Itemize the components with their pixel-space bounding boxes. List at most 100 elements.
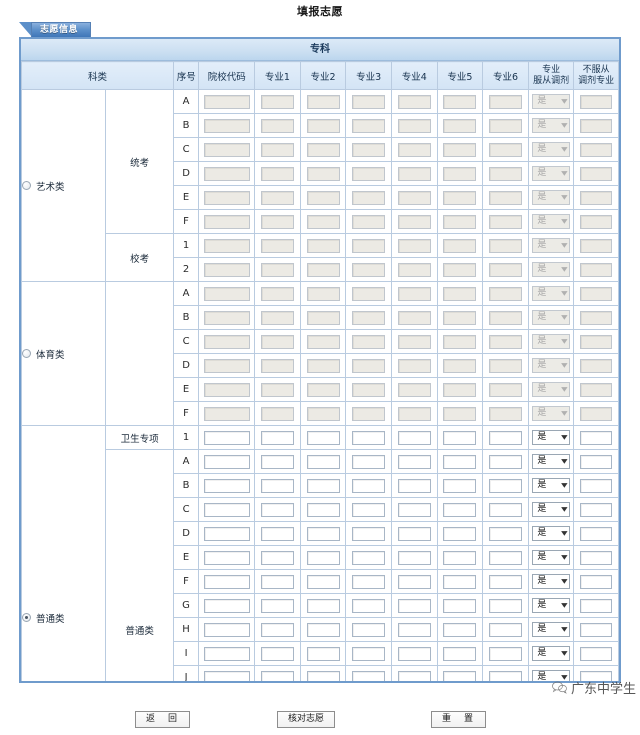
refuse-adjust-input[interactable]	[580, 454, 613, 469]
category-cell-0[interactable]: 艺术类	[21, 89, 107, 282]
major-3-cell[interactable]	[345, 473, 392, 498]
major-4-input[interactable]	[397, 550, 431, 565]
major-1-cell[interactable]	[254, 497, 301, 522]
major-4-cell[interactable]	[390, 545, 438, 570]
major-3-input[interactable]	[352, 502, 386, 517]
major-6-input[interactable]	[488, 574, 522, 589]
major-4-input[interactable]	[397, 454, 431, 469]
major-6-cell[interactable]	[482, 425, 529, 450]
school-code-input[interactable]	[203, 454, 250, 469]
refuse-adjust-cell[interactable]	[573, 593, 619, 618]
major-1-input[interactable]	[260, 526, 294, 541]
obey-adjust-select[interactable]: 是 ▼	[532, 550, 570, 565]
major-5-cell[interactable]	[436, 545, 484, 570]
obey-adjust-select[interactable]: 是 ▼	[532, 598, 570, 613]
school-code-input[interactable]	[203, 550, 250, 565]
obey-adjust-select[interactable]: 是 ▼	[532, 478, 570, 493]
major-4-cell[interactable]	[390, 449, 438, 474]
major-1-cell[interactable]	[254, 521, 301, 546]
school-code-cell[interactable]	[198, 641, 256, 666]
major-5-input[interactable]	[443, 454, 477, 469]
major-5-cell[interactable]	[436, 569, 484, 594]
major-6-input[interactable]	[488, 670, 522, 681]
school-code-cell[interactable]	[198, 425, 256, 450]
major-1-cell[interactable]	[254, 617, 301, 642]
major-5-input[interactable]	[443, 430, 477, 445]
major-5-input[interactable]	[443, 598, 477, 613]
major-2-input[interactable]	[306, 622, 340, 637]
major-6-input[interactable]	[488, 454, 522, 469]
obey-adjust-select[interactable]: 是 ▼	[532, 430, 570, 445]
school-code-cell[interactable]	[198, 449, 256, 474]
school-code-input[interactable]	[203, 670, 250, 681]
major-2-input[interactable]	[306, 454, 340, 469]
major-1-input[interactable]	[260, 478, 294, 493]
refuse-adjust-cell[interactable]	[573, 521, 619, 546]
obey-adjust-select[interactable]: 是 ▼	[532, 454, 570, 469]
refuse-adjust-input[interactable]	[580, 622, 613, 637]
major-6-input[interactable]	[488, 598, 522, 613]
obey-adjust-cell[interactable]: 是 ▼	[527, 617, 575, 642]
major-1-cell[interactable]	[254, 545, 301, 570]
major-5-cell[interactable]	[436, 449, 484, 474]
obey-adjust-cell[interactable]: 是 ▼	[527, 593, 575, 618]
refuse-adjust-cell[interactable]	[573, 473, 619, 498]
major-1-input[interactable]	[260, 430, 294, 445]
major-3-input[interactable]	[352, 598, 386, 613]
major-3-cell[interactable]	[345, 545, 392, 570]
major-3-cell[interactable]	[345, 617, 392, 642]
major-2-input[interactable]	[306, 502, 340, 517]
major-4-cell[interactable]	[390, 569, 438, 594]
major-3-input[interactable]	[352, 478, 386, 493]
major-2-cell[interactable]	[299, 521, 347, 546]
major-3-input[interactable]	[352, 526, 386, 541]
category-cell-2[interactable]: 普通类	[21, 425, 107, 681]
major-4-input[interactable]	[397, 478, 431, 493]
school-code-input[interactable]	[203, 622, 250, 637]
major-3-input[interactable]	[352, 574, 386, 589]
major-4-input[interactable]	[397, 502, 431, 517]
major-2-cell[interactable]	[299, 497, 347, 522]
major-2-input[interactable]	[306, 550, 340, 565]
major-5-input[interactable]	[443, 670, 477, 681]
obey-adjust-select[interactable]: 是 ▼	[532, 526, 570, 541]
radio-1[interactable]	[22, 349, 31, 358]
refuse-adjust-cell[interactable]	[573, 545, 619, 570]
major-2-input[interactable]	[306, 598, 340, 613]
refuse-adjust-input[interactable]	[580, 526, 613, 541]
major-6-cell[interactable]	[482, 641, 529, 666]
refuse-adjust-input[interactable]	[580, 598, 613, 613]
major-5-input[interactable]	[443, 478, 477, 493]
major-2-input[interactable]	[306, 574, 340, 589]
refuse-adjust-input[interactable]	[580, 574, 613, 589]
major-5-input[interactable]	[443, 646, 477, 661]
major-6-input[interactable]	[488, 526, 522, 541]
major-3-cell[interactable]	[345, 521, 392, 546]
major-4-cell[interactable]	[390, 521, 438, 546]
school-code-cell[interactable]	[198, 473, 256, 498]
major-4-input[interactable]	[397, 430, 431, 445]
major-2-input[interactable]	[306, 478, 340, 493]
major-3-cell[interactable]	[345, 569, 392, 594]
major-1-input[interactable]	[260, 646, 294, 661]
school-code-cell[interactable]	[198, 593, 256, 618]
major-1-input[interactable]	[260, 622, 294, 637]
refuse-adjust-input[interactable]	[580, 550, 613, 565]
major-3-input[interactable]	[352, 550, 386, 565]
major-5-cell[interactable]	[436, 617, 484, 642]
major-6-cell[interactable]	[482, 521, 529, 546]
major-3-cell[interactable]	[345, 425, 392, 450]
reset-button[interactable]: 重 置	[431, 711, 487, 728]
obey-adjust-cell[interactable]: 是 ▼	[527, 521, 575, 546]
major-1-input[interactable]	[260, 574, 294, 589]
major-5-input[interactable]	[443, 550, 477, 565]
major-5-cell[interactable]	[436, 593, 484, 618]
major-6-input[interactable]	[488, 622, 522, 637]
major-1-cell[interactable]	[254, 473, 301, 498]
major-4-input[interactable]	[397, 622, 431, 637]
major-4-cell[interactable]	[390, 593, 438, 618]
major-2-input[interactable]	[306, 430, 340, 445]
major-1-cell[interactable]	[254, 569, 301, 594]
major-5-input[interactable]	[443, 502, 477, 517]
refuse-adjust-cell[interactable]	[573, 665, 619, 681]
